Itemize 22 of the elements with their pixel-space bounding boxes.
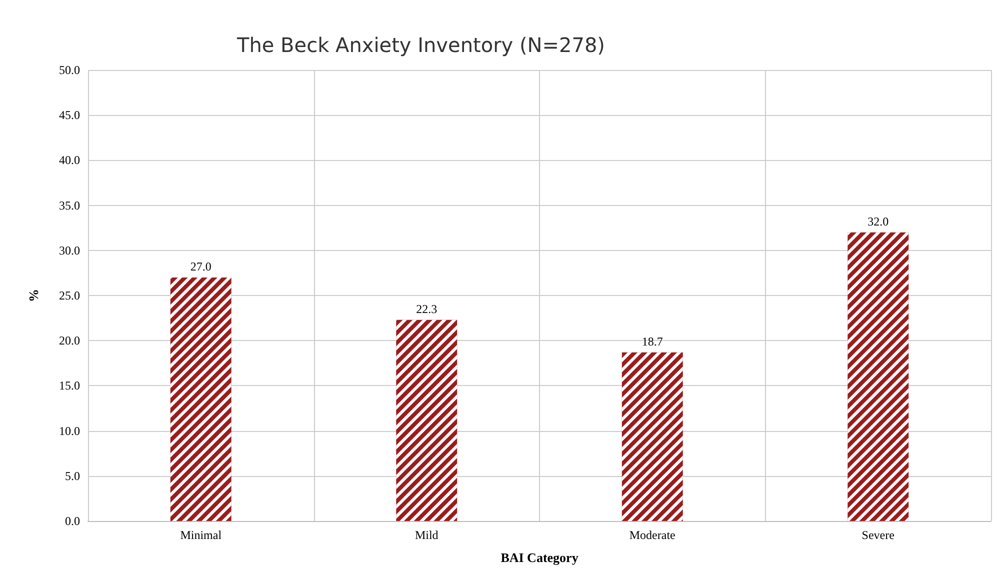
y-tick-label: 20.0	[59, 334, 80, 348]
data-label: 27.0	[190, 259, 212, 274]
y-tick-label: 5.0	[65, 468, 80, 483]
data-label: 32.0	[868, 214, 889, 228]
y-tick-label: 30.0	[59, 243, 80, 258]
x-tick-label: Severe	[862, 528, 894, 542]
x-axis-title: BAI Category	[500, 550, 579, 565]
y-tick-label: 35.0	[59, 198, 80, 212]
x-tick-label: Moderate	[629, 528, 676, 542]
y-tick-label: 15.0	[59, 378, 80, 393]
x-tick-label: Minimal	[180, 528, 222, 542]
data-label: 18.7	[642, 334, 663, 348]
x-tick-label: Mild	[414, 528, 438, 542]
y-tick-label: 45.0	[59, 108, 80, 122]
chart-title: The Beck Anxiety Inventory (N=278)	[236, 33, 605, 57]
y-tick-label: 0.0	[65, 514, 80, 528]
y-tick-label: 25.0	[59, 288, 80, 302]
y-tick-label: 10.0	[59, 424, 80, 438]
y-tick-label: 40.0	[59, 153, 80, 168]
y-axis-title: %	[26, 289, 41, 302]
data-label: 22.3	[416, 302, 438, 316]
y-tick-label: 50.0	[59, 63, 80, 77]
